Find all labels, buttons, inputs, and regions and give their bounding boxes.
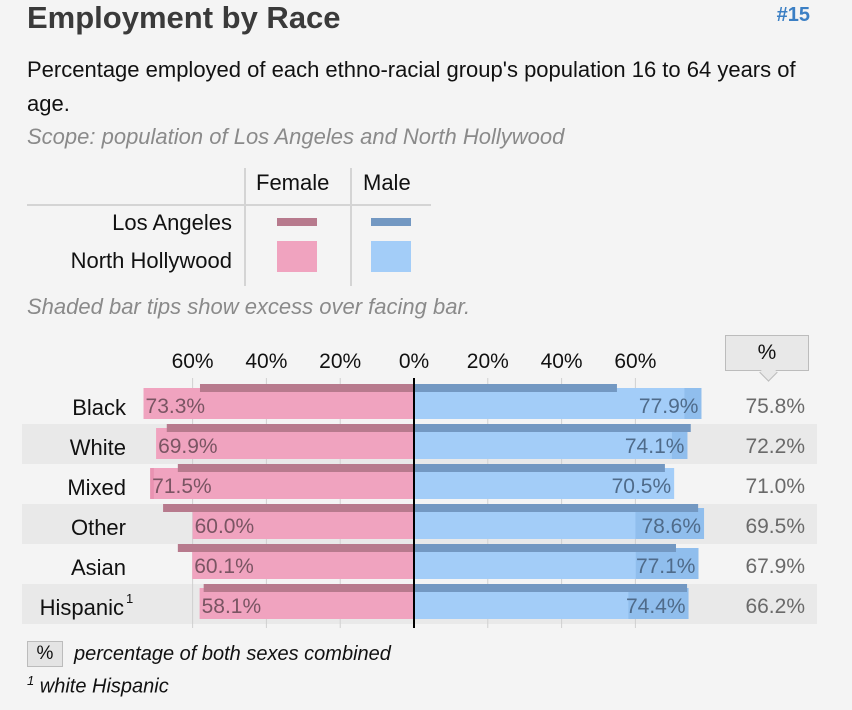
legend-female-header: Female [256,170,330,195]
bar-female-los-angeles [199,384,414,392]
bar-male-los-angeles [414,504,699,512]
bar-male-north-hollywood [414,388,702,419]
footer-pct-box: % [27,641,63,667]
x-tick-label: 60% [172,350,214,373]
combined-value-label: 72.2% [745,435,805,458]
footnote-text: white Hispanic [39,675,169,698]
x-tick-label: 40% [245,350,287,373]
chart-number-badge[interactable]: #15 [776,4,810,26]
chart-title: Employment by Race [27,0,341,35]
legend-row-nh: North Hollywood [70,248,232,273]
bar-male-los-angeles [414,544,676,552]
legend-swatch-male-la [371,218,411,226]
legend-divider [244,168,246,286]
bar-excess-tip [635,508,705,539]
category-label: Hispanic [40,595,124,620]
bar-male-los-angeles [414,384,617,392]
female-value-label: 73.3% [146,395,206,418]
male-value-label: 77.9% [639,395,699,418]
legend-divider [350,168,352,286]
x-tick-label: 0% [399,350,429,373]
female-value-label: 71.5% [152,475,212,498]
category-label: Mixed [67,475,126,500]
male-value-label: 74.1% [625,435,685,458]
bar-male-north-hollywood [414,428,688,459]
legend-row-la: Los Angeles [112,210,232,235]
bar-excess-tip [671,428,688,459]
bar-female-los-angeles [177,544,414,552]
bar-excess-tip [150,468,154,499]
female-value-label: 58.1% [202,595,262,618]
bar-excess-tip [684,388,702,419]
shading-note: Shaded bar tips show excess over facing … [27,294,471,319]
bar-excess-tip [635,548,699,579]
combined-value-label: 75.8% [745,395,805,418]
x-tick-label: 60% [614,350,656,373]
bar-female-los-angeles [203,584,414,592]
bar-excess-tip [628,588,689,619]
x-tick-label: 20% [467,350,509,373]
x-tick-label: 20% [319,350,361,373]
bar-female-north-hollywood [150,468,415,499]
x-tick-label: 40% [541,350,583,373]
bar-female-north-hollywood [192,548,414,579]
category-label: Black [72,395,127,420]
male-value-label: 77.1% [636,555,696,578]
female-value-label: 60.0% [195,515,255,538]
bar-male-north-hollywood [414,468,675,499]
bar-female-north-hollywood [156,428,414,459]
legend-swatch-male-nh [371,241,411,272]
bar-male-los-angeles [414,464,665,472]
bar-female-north-hollywood [143,388,414,419]
bar-male-los-angeles [414,584,688,592]
chart-scope: Scope: population of Los Angeles and Nor… [27,124,565,149]
bar-female-los-angeles [166,424,414,432]
legend-swatch-female-nh [277,241,317,272]
category-superscript: 1 [126,591,133,606]
male-value-label: 74.4% [626,595,686,618]
combined-value-label: 66.2% [745,595,805,618]
legend-male-header: Male [363,170,411,195]
combined-pct-header[interactable]: % [725,335,809,371]
legend-divider [27,204,431,206]
combined-value-label: 69.5% [745,515,805,538]
category-label: Other [71,515,126,540]
female-value-label: 60.1% [194,555,254,578]
chart-subtitle: Percentage employed of each ethno-racial… [27,57,796,116]
footnote: 1 white Hispanic [27,673,169,699]
bar-male-los-angeles [414,424,691,432]
footnote-mark: 1 [27,673,35,688]
bar-female-north-hollywood [192,508,414,539]
category-label: White [70,435,126,460]
legend-swatch-female-la [277,218,317,226]
bar-female-north-hollywood [199,588,414,619]
combined-value-label: 71.0% [745,475,805,498]
footer-pct-note: percentage of both sexes combined [74,643,391,665]
female-value-label: 69.9% [158,435,218,458]
category-label: Asian [71,555,126,580]
bar-female-los-angeles [177,464,414,472]
combined-value-label: 67.9% [745,555,805,578]
male-value-label: 70.5% [612,475,672,498]
bar-female-los-angeles [163,504,414,512]
male-value-label: 78.6% [641,515,701,538]
